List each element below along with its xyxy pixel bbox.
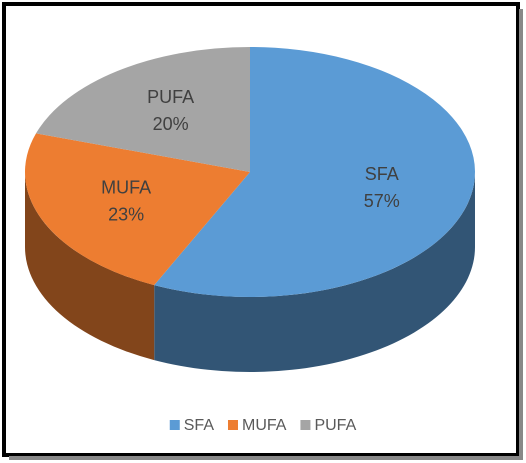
slice [154,47,475,297]
slice-side [25,172,155,361]
slice [36,47,250,172]
legend-label: PUFA [314,417,356,434]
slice-side [154,172,476,373]
frame-shadow [519,9,523,458]
legend: SFA MUFA PUFA [169,417,357,434]
slice-value-label: 23% [108,205,144,225]
slice-name: MUFA [101,178,151,198]
legend-swatch [227,420,238,430]
slice-value-label: 20% [153,114,189,134]
slice-name: SFA [365,164,399,184]
slice [24,133,251,286]
slice-value-label: 57% [364,191,400,211]
legend-swatch [300,420,311,430]
legend-label: MUFA [242,417,287,434]
legend-swatch [169,420,180,430]
slice-name: PUFA [147,87,194,107]
frame-shadow [9,456,523,460]
legend-label: SFA [184,417,215,434]
